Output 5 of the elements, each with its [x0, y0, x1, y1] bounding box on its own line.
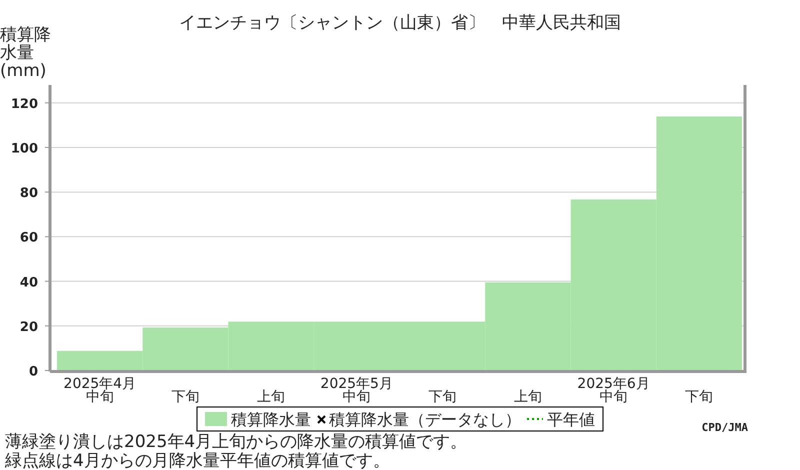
- annotation: 薄緑塗り潰しは2025年4月上旬からの降水量の積算値です。: [5, 432, 468, 452]
- annotation: 緑点線は4月からの月降水量平年値の積算値です。: [5, 451, 390, 470]
- annotation: CPD/JMA: [702, 421, 748, 434]
- title: イエンチョウ〔シャントン（山東）省〕 中華人民共和国: [179, 13, 621, 33]
- ylabel: 積算降水量(mm): [0, 26, 52, 80]
